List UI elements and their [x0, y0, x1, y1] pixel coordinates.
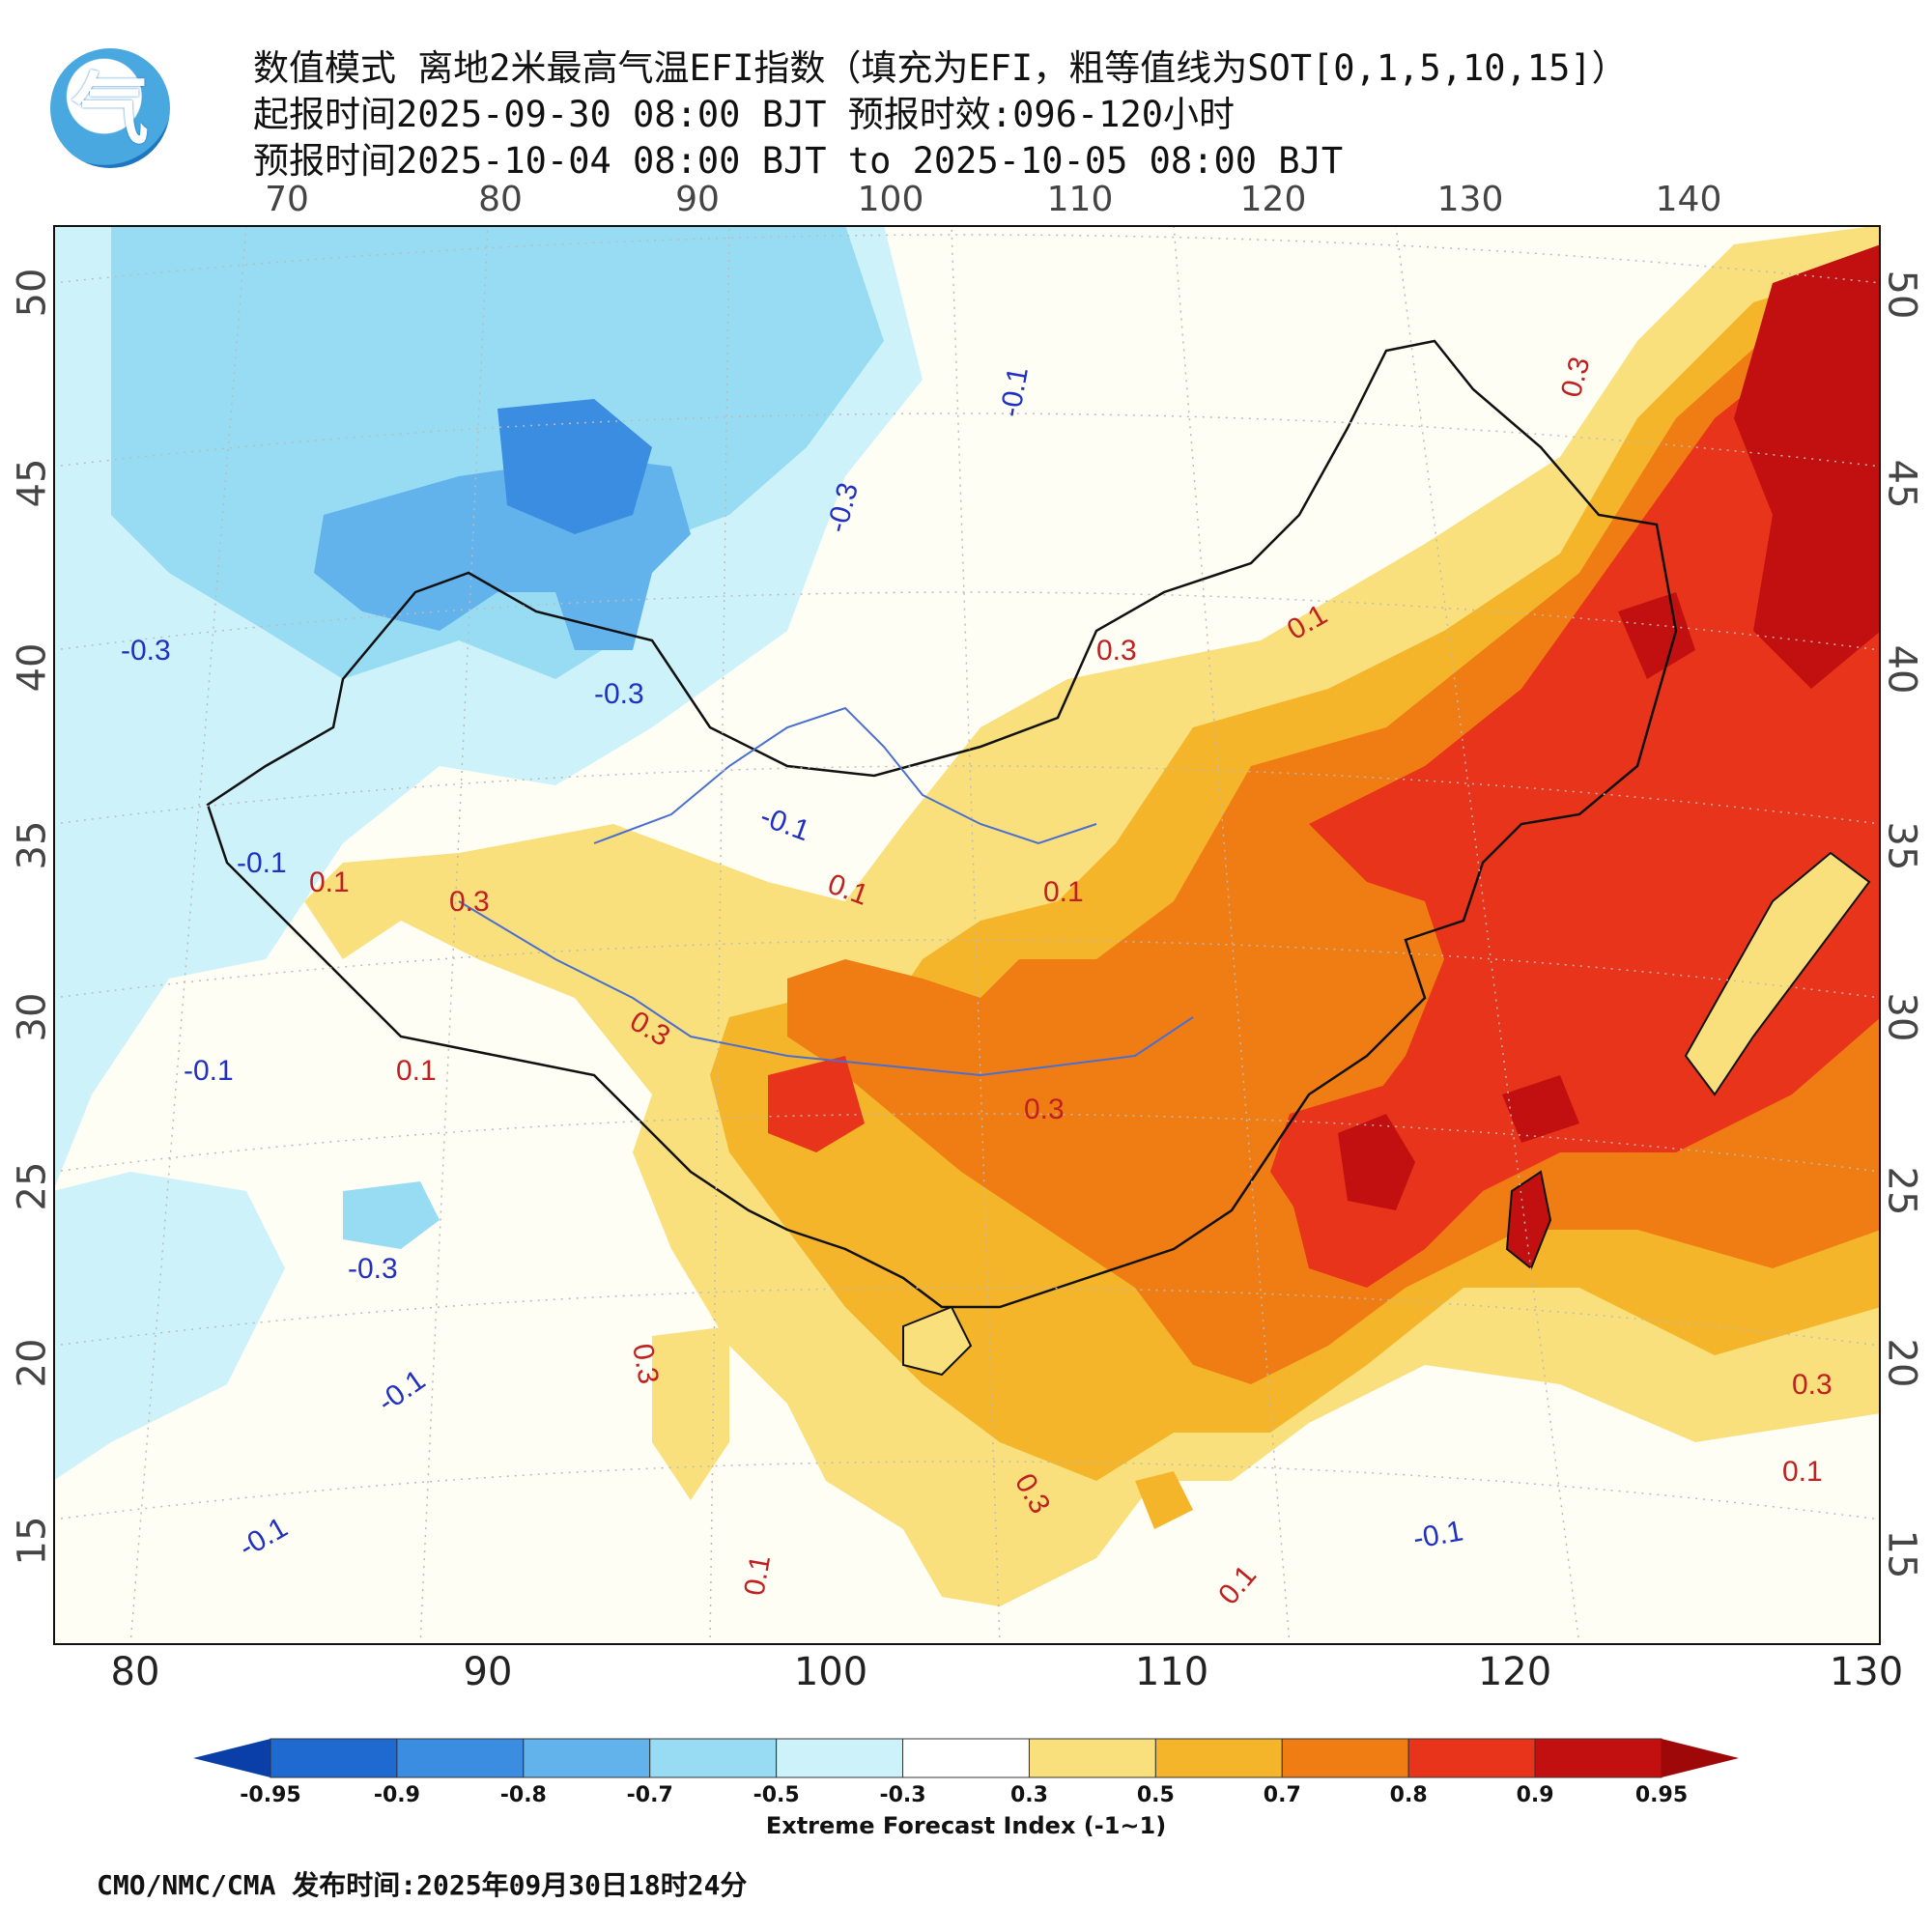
top-lon-tick: 120	[1239, 180, 1307, 219]
contour-label: -0.3	[348, 1253, 398, 1285]
contour-label: 0.3	[1792, 1369, 1833, 1401]
colorbar-tick-label: -0.95	[240, 1783, 301, 1807]
left-lat-tick: 15	[10, 1516, 55, 1566]
efi-region-cold-core	[497, 399, 652, 534]
efi-region-cold-light	[53, 1172, 285, 1481]
valid-time-line: 预报时间2025-10-04 08:00 BJT to 2025-10-05 0…	[253, 140, 1344, 182]
contour-label: 0.3	[449, 886, 490, 918]
contour-label: 0.1	[1782, 1456, 1823, 1488]
bottom-lon-tick: 100	[793, 1650, 868, 1694]
contour-label: 0.1	[1043, 876, 1084, 908]
contour-label: -0.1	[184, 1055, 234, 1087]
yangtze-river-line	[458, 900, 1194, 1077]
colorbar-tick-label: -0.9	[373, 1783, 420, 1807]
left-lat-tick: 50	[10, 268, 55, 318]
graticule	[53, 225, 1881, 1645]
efi-region-cold-spot	[343, 1181, 440, 1249]
contour-label: -0.3	[121, 635, 171, 667]
right-lat-tick: 45	[1879, 459, 1924, 509]
efi-region-warm-darkred	[1502, 1075, 1579, 1143]
colorbar-swatch	[523, 1738, 651, 1778]
top-lon-tick: 90	[675, 180, 720, 219]
bottom-lon-tick: 80	[110, 1650, 160, 1694]
efi-region-warm-orange	[1135, 1471, 1193, 1529]
init-time-line: 起报时间2025-09-30 08:00 BJT 预报时效:096-120小时	[253, 94, 1235, 135]
colorbar-tick-label: 0.95	[1634, 1783, 1689, 1807]
cma-logo-icon: 气	[50, 48, 170, 168]
colorbar-swatch	[1281, 1738, 1409, 1778]
map-title-line1: 数值模式 离地2米最高气温EFI指数（填充为EFI，粗等值线为SOT[0,1,5…	[253, 47, 1628, 89]
efi-region-cold-mid	[111, 225, 884, 679]
publisher-footer: CMO/NMC/CMA 发布时间:2025年09月30日18时24分	[97, 1869, 748, 1901]
left-lat-tick: 40	[10, 642, 55, 693]
efi-region-warm-darkred	[1338, 1114, 1415, 1210]
yellow-river-line	[593, 706, 1097, 845]
efi-region-warm-darkred	[1618, 592, 1695, 679]
colorbar-tick-label: 0.8	[1389, 1783, 1428, 1807]
japan-island-outline	[1684, 851, 1871, 1096]
colorbar-swatch	[1154, 1738, 1283, 1778]
right-lat-tick: 25	[1879, 1166, 1924, 1216]
left-lat-tick: 30	[10, 992, 55, 1042]
colorbar-swatch	[776, 1738, 904, 1778]
colorbar-swatch	[1028, 1738, 1156, 1778]
left-lat-tick: 45	[10, 458, 55, 508]
colorbar-swatch	[1407, 1738, 1536, 1778]
efi-region-warm-red	[768, 1056, 865, 1152]
right-lat-tick: 30	[1879, 992, 1924, 1042]
efi-region-warm-darkred	[1734, 244, 1881, 689]
contour-label: 0.3	[1096, 635, 1137, 667]
efi-colorbar	[193, 1738, 1739, 1778]
right-lat-tick: 40	[1879, 644, 1924, 695]
bottom-lon-tick: 130	[1829, 1650, 1904, 1694]
left-lat-tick: 35	[10, 820, 55, 870]
left-lat-tick: 20	[10, 1338, 55, 1388]
colorbar-tick-label: 0.3	[1009, 1783, 1048, 1807]
right-lat-tick: 15	[1879, 1529, 1924, 1579]
left-lat-tick: 25	[10, 1161, 55, 1211]
contour-label: 0.3	[1024, 1094, 1065, 1125]
right-lat-tick: 35	[1879, 821, 1924, 871]
china-border	[206, 339, 1678, 1309]
contour-label: -0.3	[594, 678, 644, 710]
top-lon-tick: 100	[857, 180, 924, 219]
colorbar-left-arrow	[193, 1739, 270, 1777]
colorbar-tick-label: -0.5	[753, 1783, 800, 1807]
colorbar-tick-label: 0.5	[1136, 1783, 1175, 1807]
colorbar-swatch	[396, 1738, 525, 1778]
colorbar-swatch	[270, 1738, 398, 1778]
logo-glyph: 气	[71, 64, 149, 155]
right-lat-tick: 20	[1879, 1338, 1924, 1388]
contour-label: 0.3	[626, 1341, 665, 1386]
efi-region-warm-light	[652, 1326, 729, 1500]
colorbar-tick-label: -0.7	[626, 1783, 673, 1807]
top-lon-tick: 80	[478, 180, 523, 219]
map-frame	[53, 225, 1881, 1645]
top-lon-tick: 70	[265, 180, 309, 219]
bottom-lon-tick: 90	[463, 1650, 513, 1694]
contour-label: 0.1	[738, 1552, 777, 1598]
colorbar-swatch	[902, 1738, 1030, 1778]
colorbar-right-arrow	[1662, 1739, 1739, 1777]
colorbar-swatch	[1534, 1738, 1662, 1778]
top-lon-tick: 110	[1046, 180, 1114, 219]
colorbar-swatch	[649, 1738, 778, 1778]
top-lon-tick: 140	[1655, 180, 1722, 219]
contour-label: -0.1	[237, 847, 287, 879]
contour-label: 0.1	[309, 867, 350, 898]
bottom-lon-tick: 110	[1134, 1650, 1209, 1694]
colorbar-tick-label: -0.3	[879, 1783, 926, 1807]
colorbar-tick-label: -0.8	[499, 1783, 547, 1807]
top-lon-tick: 130	[1436, 180, 1504, 219]
colorbar-tick-label: 0.7	[1263, 1783, 1301, 1807]
colorbar-tick-label: 0.9	[1516, 1783, 1554, 1807]
efi-map: -0.1 -0.3 -0.3 -0.3 -0.1 -0.1 -0.1 -0.3 …	[53, 225, 1881, 1645]
bottom-lon-tick: 120	[1477, 1650, 1552, 1694]
right-lat-tick: 50	[1879, 270, 1924, 320]
hainan-island-outline	[902, 1305, 973, 1377]
colorbar-title: Extreme Forecast Index (-1~1)	[765, 1812, 1167, 1839]
taiwan-island-outline	[1505, 1170, 1552, 1270]
contour-label: 0.1	[396, 1055, 437, 1087]
